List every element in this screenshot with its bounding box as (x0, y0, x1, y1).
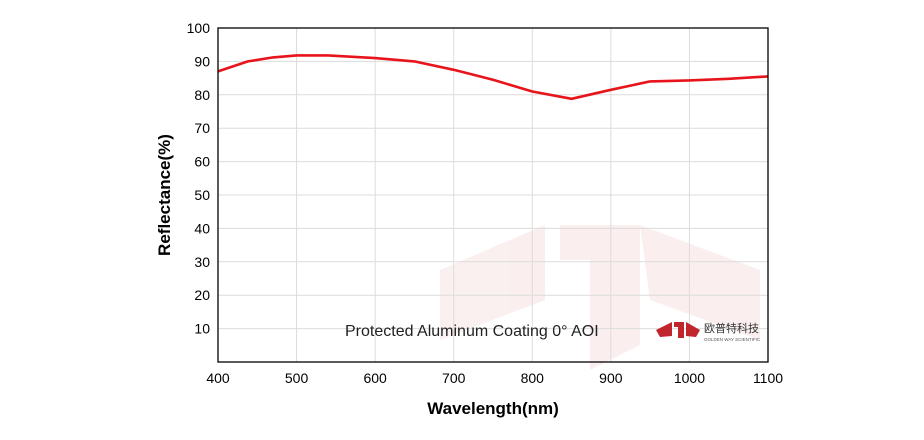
x-tick-label: 700 (442, 370, 466, 386)
series-line (217, 54, 769, 101)
logo: 欧普特科技 GOLDEN WAY SCIENTIFIC (656, 321, 761, 342)
x-tick-label: 500 (285, 370, 309, 386)
y-tick-label: 50 (194, 187, 210, 203)
y-tick-label: 70 (194, 120, 210, 136)
x-tick-label: 600 (363, 370, 387, 386)
y-tick-label: 20 (194, 287, 210, 303)
y-tick-label: 90 (194, 53, 210, 69)
y-tick-label: 100 (187, 20, 211, 36)
x-tick-label: 400 (206, 370, 230, 386)
x-tick-label: 900 (599, 370, 623, 386)
x-axis-label: Wavelength(nm) (427, 399, 559, 418)
y-tick-label: 80 (194, 87, 210, 103)
plot-frame (217, 27, 769, 363)
x-tick-label: 1000 (674, 370, 705, 386)
logo-mark-icon (656, 322, 700, 338)
x-tick-label: 1100 (753, 370, 783, 386)
logo-text: 欧普特科技 (704, 321, 759, 335)
y-tick-label: 40 (194, 220, 210, 236)
y-axis-label: Reflectance(%) (155, 134, 174, 256)
annotation: Protected Aluminum Coating 0° AOI (345, 323, 599, 340)
logo-subtext: GOLDEN WAY SCIENTIFIC (704, 337, 761, 342)
watermark-logo (440, 225, 760, 370)
y-tick-label: 30 (194, 254, 210, 270)
x-tick-label: 800 (521, 370, 545, 386)
y-tick-label: 10 (194, 321, 210, 337)
y-tick-label: 60 (194, 154, 210, 170)
